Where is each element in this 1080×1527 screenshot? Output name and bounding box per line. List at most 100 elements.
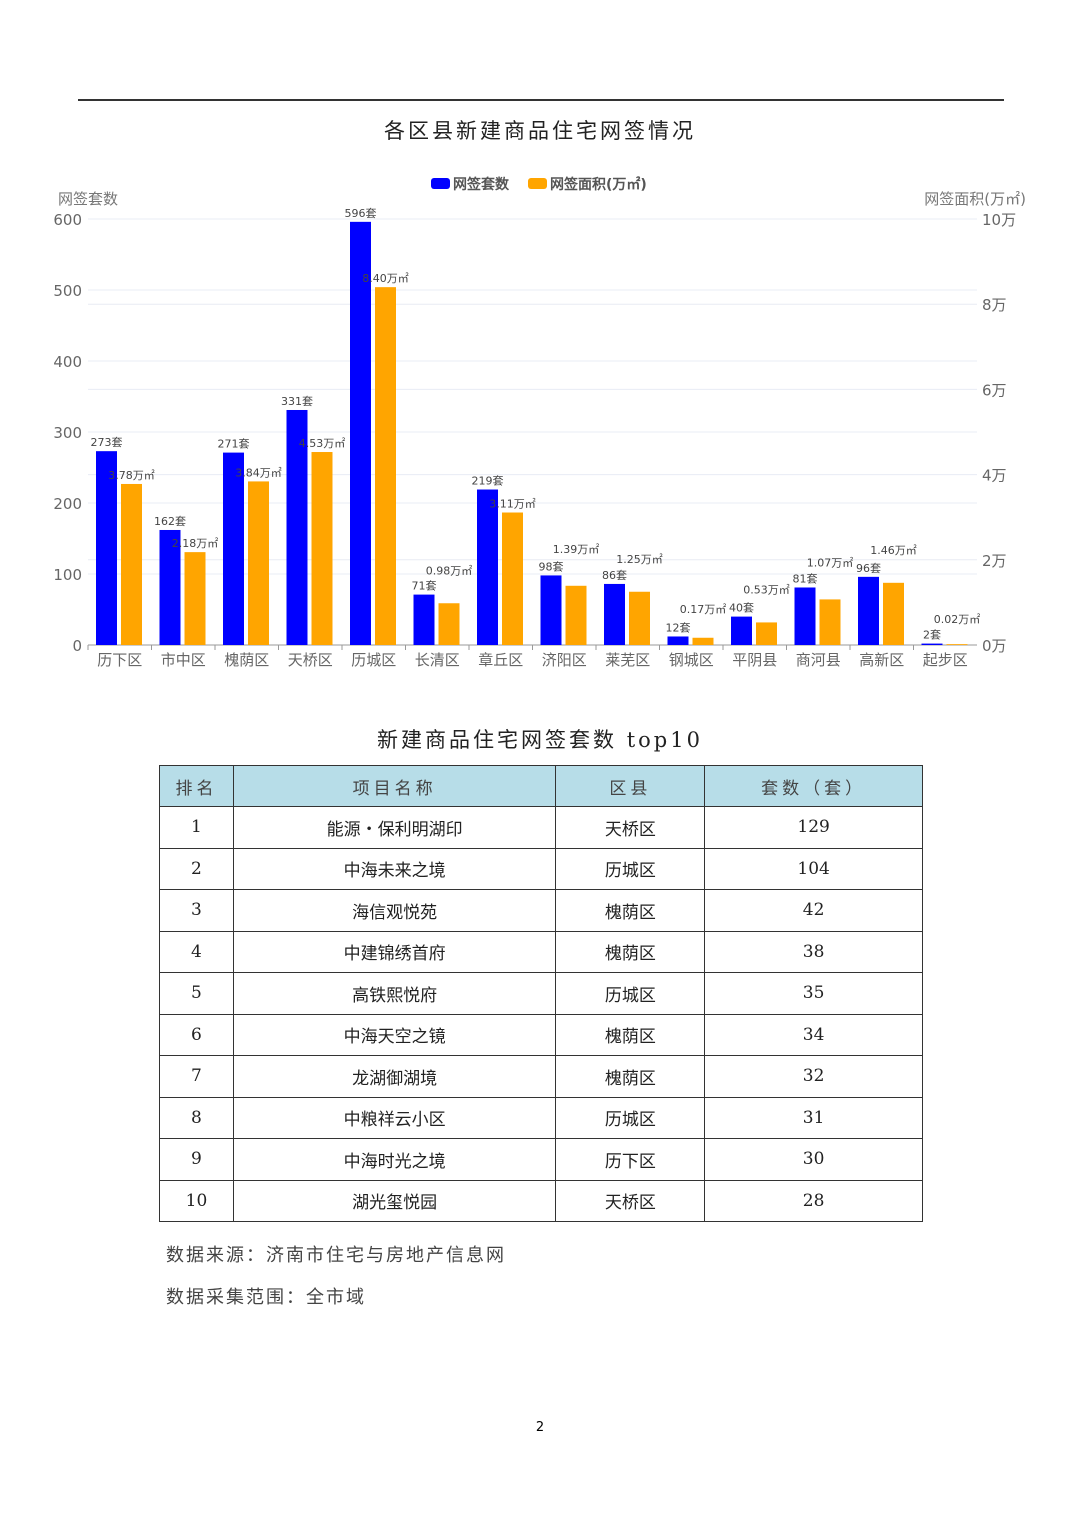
bar-area: [565, 585, 587, 645]
data-label: 162套: [154, 515, 186, 528]
bar-units: [477, 489, 498, 645]
y-tick-right: 10万: [982, 211, 1016, 229]
bar-units: [604, 583, 625, 645]
cell-rank: 3: [159, 889, 234, 932]
cell-rank: 4: [159, 930, 234, 973]
legend-swatch: [528, 178, 547, 189]
x-tick-label: 起步区: [923, 651, 968, 669]
cell-project: 海信观悦苑: [232, 889, 557, 932]
cell-project: 中海时光之境: [232, 1138, 557, 1181]
cell-rank: 5: [159, 972, 234, 1015]
data-label: 98套: [539, 560, 564, 573]
cell-units: 42: [704, 889, 923, 932]
y-tick-right: 4万: [982, 467, 1007, 485]
cell-rank: 9: [159, 1138, 234, 1181]
legend-label: 网签套数: [453, 176, 510, 193]
data-label: 3.84万㎡: [235, 466, 282, 479]
data-label: 596套: [345, 207, 377, 220]
table-row: 7 龙湖御湖境 槐荫区 32: [159, 1055, 923, 1098]
header-units: 套数（套）: [704, 765, 923, 807]
cell-rank: 6: [159, 1013, 234, 1056]
bar-area: [375, 287, 396, 645]
cell-district: 槐荫区: [555, 930, 706, 973]
page-number: 2: [535, 1420, 545, 1435]
x-tick-label: 济阳区: [542, 651, 587, 669]
y-axis-label-right: 网签面积(万㎡): [924, 190, 1026, 208]
bar-area: [248, 481, 269, 645]
data-label: 219套: [472, 475, 504, 488]
cell-project: 中粮祥云小区: [232, 1096, 557, 1139]
x-tick-label: 章丘区: [478, 651, 523, 669]
header-district: 区县: [555, 765, 706, 807]
cell-units: 129: [704, 806, 923, 849]
cell-district: 槐荫区: [555, 889, 706, 932]
top10-table: 排名 项目名称 区县 套数（套） 1 能源・保利明湖印 天桥区 129 2 中海未来之境历…: [159, 765, 923, 1222]
bar-area: [311, 452, 333, 645]
header-rule: [78, 99, 1004, 101]
bar-area: [883, 582, 904, 645]
x-tick-label: 平阴县: [732, 651, 777, 669]
cell-project: 中海未来之境: [232, 847, 557, 890]
cell-district: 槐荫区: [555, 1013, 706, 1056]
bar-area: [438, 603, 460, 645]
x-tick-label: 天桥区: [288, 651, 333, 669]
cell-district: 历下区: [555, 1138, 706, 1181]
cell-units: 34: [704, 1013, 923, 1056]
bar-area: [946, 644, 968, 645]
cell-units: 28: [704, 1179, 923, 1222]
cell-units: 32: [704, 1055, 923, 1098]
bar-units: [921, 643, 943, 645]
cell-units: 38: [704, 930, 923, 973]
cell-units: 35: [704, 972, 923, 1015]
y-tick-left: 300: [53, 424, 82, 442]
data-label: 2套: [923, 629, 941, 642]
x-tick-label: 历下区: [97, 651, 142, 669]
bar-units: [286, 409, 308, 645]
table-row: 4 中建锦绣首府 槐荫区 38: [159, 930, 923, 973]
bar-area: [184, 552, 206, 645]
y-tick-left: 200: [53, 495, 82, 513]
y-axis-label-left: 网签套数: [58, 190, 118, 208]
cell-rank: 7: [159, 1055, 234, 1098]
y-tick-left: 400: [53, 353, 82, 371]
y-tick-left: 600: [53, 211, 82, 229]
data-label: 1.39万㎡: [553, 543, 600, 556]
bar-units: [858, 576, 879, 645]
x-tick-label: 历城区: [351, 651, 396, 669]
cell-project: 中海天空之镜: [232, 1013, 557, 1056]
table-title: 新建商品住宅网签套数 top10: [377, 728, 703, 752]
y-tick-right: 6万: [982, 381, 1007, 399]
x-tick-label: 商河县: [796, 651, 841, 669]
cell-rank: 8: [159, 1096, 234, 1139]
data-label: 86套: [602, 569, 627, 582]
data-label: 71套: [412, 580, 437, 593]
cell-district: 天桥区: [555, 806, 706, 849]
bar-units: [350, 221, 371, 645]
bar-units: [731, 616, 752, 645]
y-tick-left: 500: [53, 282, 82, 300]
legend-swatch: [431, 178, 450, 189]
cell-project: 湖光玺悦园: [232, 1179, 557, 1222]
data-label: 8.40万㎡: [362, 272, 409, 285]
data-label: 96套: [856, 562, 881, 575]
x-tick-label: 高新区: [859, 651, 904, 669]
cell-district: 槐荫区: [555, 1055, 706, 1098]
bar-area: [692, 637, 714, 645]
cell-district: 天桥区: [555, 1179, 706, 1222]
cell-project: 高铁熙悦府: [232, 972, 557, 1015]
bar-units: [96, 451, 117, 645]
x-tick-label: 长清区: [415, 651, 460, 669]
x-tick-label: 钢城区: [669, 651, 714, 669]
data-source-note: 数据来源：济南市住宅与房地产信息网: [166, 1245, 506, 1266]
cell-units: 104: [704, 847, 923, 890]
data-label: 331套: [281, 395, 313, 408]
chart-title: 各区县新建商品住宅网签情况: [384, 119, 696, 143]
bar-area: [121, 483, 142, 645]
table-row: 6 中海天空之镜 槐荫区 34: [159, 1013, 923, 1056]
data-scope-note: 数据采集范围：全市域: [166, 1287, 366, 1308]
data-label: 0.53万㎡: [743, 583, 790, 596]
cell-units: 30: [704, 1138, 923, 1181]
data-label: 271套: [218, 438, 250, 451]
data-label: 1.07万㎡: [807, 556, 854, 569]
table-row: 3 海信观悦苑 槐荫区 42: [159, 889, 923, 932]
